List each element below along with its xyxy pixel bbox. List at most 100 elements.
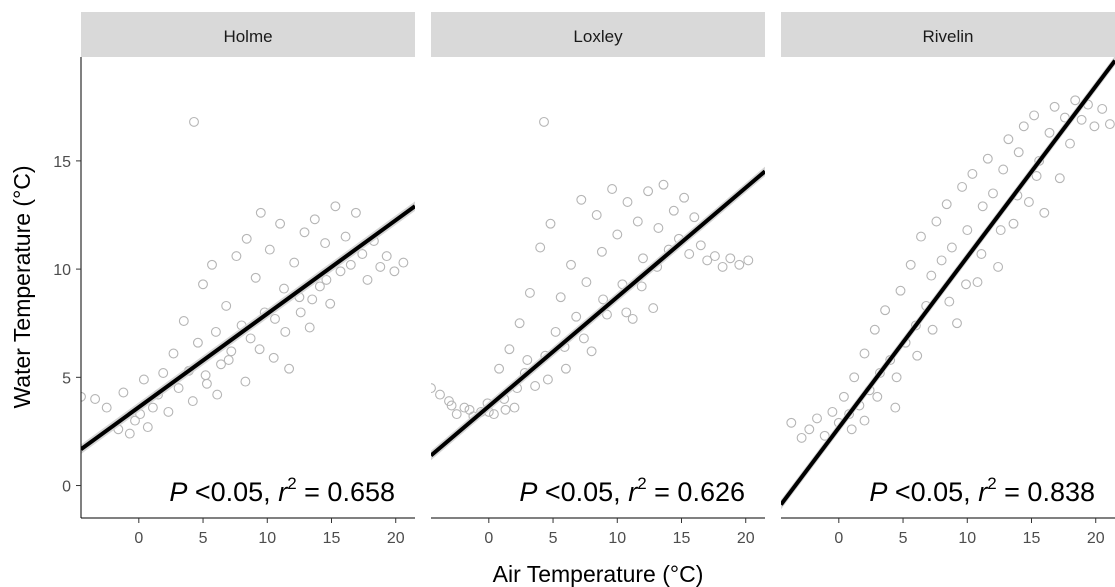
panel-data bbox=[431, 116, 765, 461]
data-point bbox=[223, 355, 234, 365]
y-tick-label: 10 bbox=[53, 262, 71, 279]
data-point bbox=[993, 261, 1004, 272]
data-point bbox=[621, 307, 632, 318]
data-point bbox=[581, 277, 592, 288]
data-point bbox=[927, 324, 938, 335]
data-point bbox=[653, 223, 664, 233]
data-point bbox=[299, 227, 310, 238]
data-point bbox=[869, 324, 880, 335]
data-point bbox=[571, 311, 582, 322]
data-point bbox=[679, 192, 690, 203]
data-point bbox=[643, 186, 654, 197]
r-exponent: 2 bbox=[637, 474, 646, 493]
data-point bbox=[1013, 147, 1024, 158]
y-tick-label: 0 bbox=[62, 479, 71, 496]
data-point bbox=[307, 294, 318, 305]
data-point bbox=[178, 316, 189, 326]
data-point bbox=[314, 281, 325, 292]
data-point bbox=[124, 428, 135, 439]
data-point bbox=[895, 285, 906, 296]
data-point bbox=[250, 272, 261, 283]
regression-line bbox=[781, 59, 1115, 506]
data-point bbox=[972, 277, 983, 288]
x-tick-label: 15 bbox=[323, 530, 341, 547]
data-point bbox=[284, 363, 295, 374]
data-point bbox=[226, 346, 237, 357]
data-point bbox=[289, 257, 300, 268]
data-point bbox=[524, 287, 535, 298]
x-tick-label: 20 bbox=[1087, 530, 1105, 547]
data-point bbox=[926, 270, 937, 281]
r-exponent: 2 bbox=[287, 474, 296, 493]
data-point bbox=[916, 231, 926, 242]
data-point bbox=[446, 400, 457, 411]
data-point bbox=[398, 257, 409, 268]
data-point bbox=[1003, 134, 1014, 145]
data-point bbox=[648, 303, 659, 314]
panel-rivelin: Rivelin 0 5 10 15 20 P <0.05, r2 = 0.838 bbox=[781, 12, 1115, 547]
data-point bbox=[264, 244, 275, 255]
data-point bbox=[566, 259, 576, 270]
data-point bbox=[192, 337, 203, 348]
x-tick-label: 5 bbox=[199, 530, 208, 547]
facet-strip bbox=[81, 12, 415, 57]
r-symbol: r bbox=[628, 477, 638, 507]
data-point bbox=[138, 374, 149, 385]
data-point bbox=[872, 391, 883, 402]
r-squared-value: = 0.658 bbox=[297, 477, 395, 507]
data-point bbox=[212, 389, 223, 400]
data-point bbox=[786, 417, 797, 428]
x-tick-label: 20 bbox=[737, 530, 755, 547]
data-point bbox=[1018, 121, 1029, 132]
data-point bbox=[163, 406, 174, 417]
r-squared-value: = 0.626 bbox=[647, 477, 745, 507]
data-point bbox=[936, 255, 947, 266]
stats-annotation: P <0.05, r2 = 0.626 bbox=[519, 474, 745, 507]
data-point bbox=[459, 402, 470, 413]
data-point bbox=[598, 294, 609, 305]
data-point bbox=[254, 344, 265, 355]
data-point bbox=[1076, 114, 1087, 125]
data-point bbox=[522, 355, 533, 365]
data-point bbox=[632, 216, 643, 227]
data-point bbox=[147, 402, 158, 413]
data-point bbox=[1031, 171, 1042, 181]
panel-holme: Holme 0 5 10 15 0 5 10 15 20 P <0.05, r2 = 0.658 bbox=[53, 12, 415, 547]
data-point bbox=[743, 255, 754, 266]
data-point bbox=[638, 253, 648, 264]
data-point bbox=[622, 197, 633, 207]
r-exponent: 2 bbox=[987, 474, 996, 493]
data-point bbox=[944, 296, 955, 307]
data-point bbox=[982, 153, 993, 164]
data-point bbox=[118, 387, 129, 398]
data-point bbox=[200, 370, 211, 381]
data-point bbox=[535, 242, 546, 253]
data-point bbox=[375, 261, 386, 272]
data-point bbox=[90, 394, 101, 404]
data-point bbox=[684, 249, 695, 259]
x-tick-label: 10 bbox=[958, 530, 976, 547]
data-point bbox=[389, 266, 400, 277]
data-point bbox=[560, 363, 571, 374]
p-symbol: P bbox=[519, 477, 537, 507]
data-point bbox=[210, 326, 221, 337]
panel-data bbox=[781, 57, 1115, 510]
data-point bbox=[627, 313, 638, 324]
panel-loxley: Loxley 0 5 10 15 20 P <0.05, r2 = 0.626 bbox=[431, 12, 765, 547]
data-point bbox=[591, 210, 602, 220]
data-point bbox=[362, 274, 373, 285]
data-point bbox=[325, 298, 336, 309]
data-point bbox=[838, 391, 849, 402]
r-symbol: r bbox=[978, 477, 988, 507]
x-tick-label: 0 bbox=[834, 530, 843, 547]
data-point bbox=[1044, 127, 1055, 138]
data-point bbox=[912, 350, 923, 361]
x-tick-label: 10 bbox=[258, 530, 276, 547]
data-point bbox=[304, 322, 315, 333]
data-point bbox=[130, 415, 140, 426]
data-point bbox=[275, 218, 286, 229]
data-point bbox=[321, 274, 332, 285]
data-point bbox=[998, 164, 1009, 175]
y-axis-title: Water Temperature (°C) bbox=[9, 165, 35, 408]
